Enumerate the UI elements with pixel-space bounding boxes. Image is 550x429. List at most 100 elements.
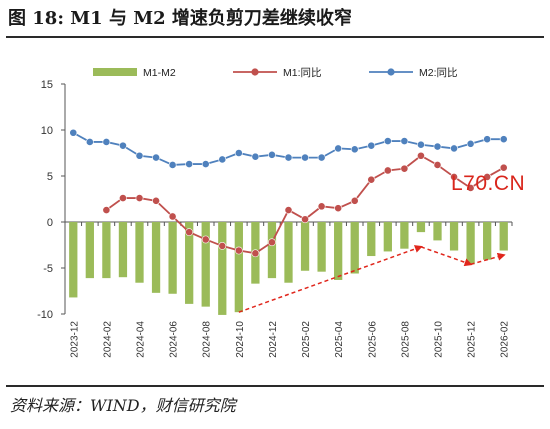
trend-arrow bbox=[420, 246, 473, 267]
point-m1-yoy bbox=[234, 246, 243, 255]
point-m1-yoy bbox=[152, 196, 160, 205]
point-m2-yoy bbox=[400, 137, 409, 145]
bar-m1-m2 bbox=[118, 222, 128, 278]
bar-m1-m2 bbox=[383, 222, 392, 252]
bar-m1-m2 bbox=[400, 222, 409, 249]
chart-area: -10 -5 0 5 10 15 2023-12 2024-02 2024-04 2024-06… bbox=[37, 66, 513, 358]
x-tick-label: 2024-10 bbox=[235, 321, 246, 358]
bar-m1-m2 bbox=[317, 222, 326, 272]
point-m2-yoy bbox=[185, 160, 194, 168]
bar-m1-m2 bbox=[449, 222, 459, 251]
point-m1-yoy bbox=[168, 212, 177, 221]
point-m2-yoy bbox=[450, 144, 458, 153]
legend: M1-M2 M1:同比 M2:同比 bbox=[93, 66, 458, 79]
point-m2-yoy bbox=[284, 153, 293, 162]
point-m1-yoy bbox=[483, 173, 492, 181]
point-m2-yoy bbox=[69, 128, 78, 137]
x-tick-label: 2025-06 bbox=[367, 321, 378, 358]
point-m1-yoy bbox=[367, 175, 376, 184]
bottom-rule bbox=[6, 385, 544, 387]
point-m2-yoy bbox=[367, 141, 376, 150]
y-axis: -10 -5 0 5 10 15 bbox=[37, 79, 66, 321]
bar-m1-m2 bbox=[284, 222, 293, 283]
point-m1-yoy bbox=[400, 164, 409, 173]
line-series bbox=[69, 128, 508, 258]
point-m1-yoy bbox=[417, 151, 425, 160]
point-m1-yoy bbox=[201, 235, 210, 244]
x-tick-label: 2025-04 bbox=[334, 321, 345, 358]
point-m1-yoy bbox=[119, 194, 127, 202]
x-tick-label: 2025-10 bbox=[434, 321, 445, 358]
top-rule bbox=[6, 36, 544, 38]
point-m1-yoy bbox=[466, 184, 475, 192]
y-tick-label: 15 bbox=[41, 79, 53, 91]
bar-m1-m2 bbox=[234, 222, 243, 313]
point-m1-yoy bbox=[350, 196, 359, 205]
point-m2-yoy bbox=[466, 139, 475, 148]
point-m2-yoy bbox=[85, 138, 94, 146]
legend-label-m1-m2: M1-M2 bbox=[143, 67, 176, 79]
point-m2-yoy bbox=[218, 155, 227, 164]
x-tick-label: 2024-04 bbox=[136, 321, 147, 358]
source-note: 资料来源：WIND，财信研究院 bbox=[10, 396, 236, 415]
bar-m1-m2 bbox=[102, 222, 111, 279]
point-m1-yoy bbox=[317, 202, 326, 211]
y-tick-label: 0 bbox=[47, 217, 53, 229]
point-m1-yoy bbox=[135, 194, 144, 202]
legend-label-m2-yoy: M2:同比 bbox=[419, 66, 458, 79]
bar-m1-m2 bbox=[433, 222, 442, 241]
trend-arrow bbox=[470, 252, 506, 266]
chart-title: 图 18: M1 与 M2 增速负剪刀差继续收窄 bbox=[8, 8, 352, 29]
point-m2-yoy bbox=[251, 152, 260, 161]
bar-m1-m2 bbox=[85, 222, 94, 279]
point-m2-yoy bbox=[135, 151, 144, 160]
point-m1-yoy bbox=[218, 242, 227, 250]
point-m1-yoy bbox=[102, 206, 111, 214]
legend-swatch-m1-m2 bbox=[93, 68, 137, 76]
x-tick-label: 2024-02 bbox=[102, 321, 113, 358]
bar-m1-m2 bbox=[334, 222, 343, 280]
point-m2-yoy bbox=[383, 137, 392, 145]
point-m2-yoy bbox=[350, 145, 359, 154]
point-m2-yoy bbox=[483, 135, 492, 144]
point-m1-yoy bbox=[433, 161, 442, 169]
point-m2-yoy bbox=[334, 144, 343, 153]
bar-m1-m2 bbox=[267, 222, 277, 279]
x-tick-label: 2023-12 bbox=[69, 321, 80, 358]
point-m1-yoy bbox=[185, 228, 194, 237]
point-m1-yoy bbox=[383, 166, 392, 175]
point-m2-yoy bbox=[152, 153, 160, 162]
point-m1-yoy bbox=[268, 238, 276, 247]
point-m2-yoy bbox=[119, 141, 127, 150]
bar-m1-m2 bbox=[185, 222, 194, 304]
bar-m1-m2 bbox=[218, 222, 227, 315]
point-m1-yoy bbox=[450, 173, 458, 181]
point-m1-yoy bbox=[334, 204, 343, 213]
bar-m1-m2 bbox=[135, 222, 144, 283]
bar-m1-m2 bbox=[201, 222, 210, 307]
x-tick-label: 2024-08 bbox=[202, 321, 213, 358]
x-tick-label: 2026-02 bbox=[500, 321, 511, 358]
point-m2-yoy bbox=[201, 160, 210, 168]
point-m2-yoy bbox=[102, 138, 111, 146]
bar-m1-m2 bbox=[416, 222, 426, 233]
bar-m1-m2 bbox=[367, 222, 376, 257]
trend-arrows bbox=[238, 245, 506, 313]
legend-marker-m2-yoy bbox=[387, 68, 395, 76]
legend-label-m1-yoy: M1:同比 bbox=[283, 66, 322, 79]
x-tick-label: 2025-08 bbox=[400, 321, 411, 358]
point-m2-yoy bbox=[317, 153, 326, 162]
point-m2-yoy bbox=[268, 150, 276, 159]
bar-series-m1-m2 bbox=[69, 222, 508, 315]
bar-m1-m2 bbox=[499, 222, 508, 251]
legend-marker-m1-yoy bbox=[251, 68, 259, 76]
point-m1-yoy bbox=[284, 206, 293, 214]
bar-m1-m2 bbox=[69, 222, 78, 298]
bar-m1-m2 bbox=[168, 222, 177, 294]
point-m2-yoy bbox=[168, 161, 177, 169]
x-tick-label: 2024-06 bbox=[169, 321, 180, 358]
point-m1-yoy bbox=[251, 249, 260, 258]
bar-m1-m2 bbox=[483, 222, 492, 260]
trend-arrow bbox=[238, 245, 423, 313]
x-tick-label: 2025-12 bbox=[467, 321, 478, 358]
